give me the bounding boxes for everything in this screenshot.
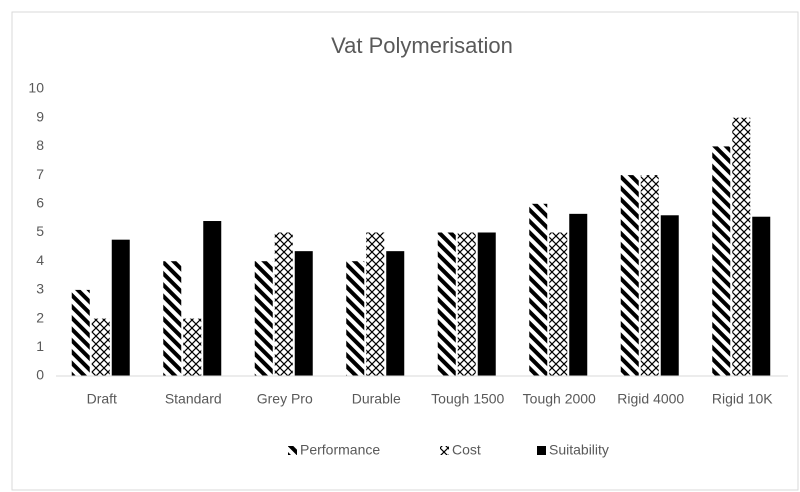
bar [386, 251, 405, 376]
bar [752, 216, 771, 376]
bar [569, 213, 588, 376]
legend-swatch [288, 446, 297, 455]
bar [712, 146, 731, 376]
x-tick-label: Standard [165, 391, 222, 407]
y-tick-label: 10 [28, 80, 44, 96]
legend-swatch [440, 446, 449, 455]
y-tick-label: 5 [36, 223, 44, 239]
y-tick-label: 7 [36, 166, 44, 182]
y-tick-label: 9 [36, 108, 44, 124]
x-tick-label: Durable [352, 391, 401, 407]
bar [203, 221, 222, 376]
y-tick-label: 2 [36, 309, 44, 325]
legend-label: Suitability [549, 442, 609, 458]
bar [91, 318, 110, 376]
bar [620, 175, 639, 376]
x-tick-label: Tough 2000 [523, 391, 596, 407]
bar [437, 232, 456, 376]
y-tick-label: 3 [36, 281, 44, 297]
y-tick-label: 4 [36, 252, 44, 268]
chart-title: Vat Polymerisation [331, 33, 513, 58]
x-tick-label: Grey Pro [257, 391, 313, 407]
x-tick-label: Rigid 4000 [617, 391, 684, 407]
bar [294, 251, 313, 376]
y-tick-label: 1 [36, 338, 44, 354]
x-tick-label: Draft [87, 391, 117, 407]
bar [457, 232, 476, 376]
legend-label: Cost [452, 442, 481, 458]
legend-label: Performance [300, 442, 380, 458]
y-tick-label: 8 [36, 137, 44, 153]
bar [732, 117, 751, 376]
bar [71, 289, 90, 376]
bar [274, 232, 293, 376]
y-tick-label: 6 [36, 195, 44, 211]
bar [477, 232, 496, 376]
bar [163, 261, 182, 376]
bar [254, 261, 273, 376]
bar [660, 215, 679, 376]
bar [640, 175, 659, 376]
bar [111, 239, 130, 376]
bar [346, 261, 365, 376]
bar [549, 232, 568, 376]
x-tick-label: Rigid 10K [712, 391, 773, 407]
legend-swatch [537, 446, 546, 455]
x-tick-label: Tough 1500 [431, 391, 504, 407]
bar [529, 203, 548, 376]
bar [183, 318, 202, 376]
y-tick-label: 0 [36, 367, 44, 383]
bar [366, 232, 385, 376]
chart-border [11, 11, 799, 491]
